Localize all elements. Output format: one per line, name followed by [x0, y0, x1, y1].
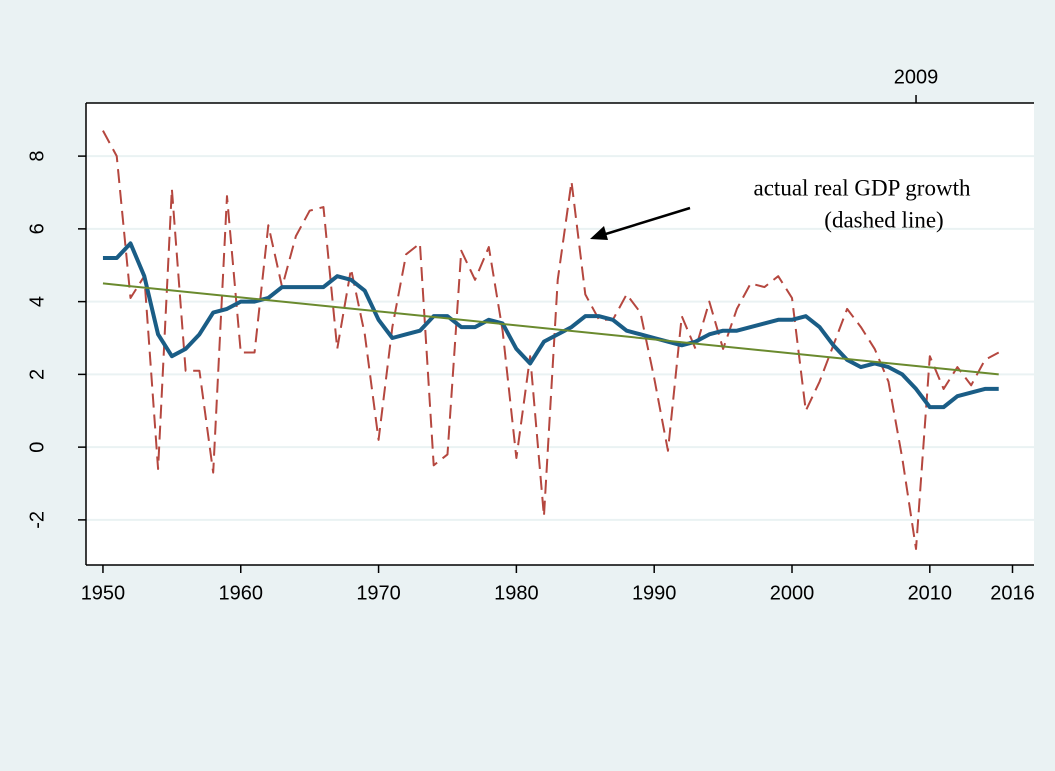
x-tick-label: 1960: [219, 582, 264, 604]
y-tick-label: -2: [26, 511, 48, 529]
annotation-arrowhead: [590, 226, 608, 240]
annotation: (dashed line): [824, 207, 943, 232]
x-tick-label: 2010: [908, 582, 953, 604]
x-tick-label: 1980: [494, 582, 539, 604]
y-tick-label: 8: [26, 151, 48, 162]
series-line: [102, 241, 999, 410]
annotation-arrow: [595, 206, 691, 239]
grid: [86, 155, 1034, 521]
x2-tick-label: 2009: [894, 66, 939, 88]
annotation: actual real GDP growth: [754, 175, 971, 200]
series-line: [102, 282, 999, 376]
lines: [102, 130, 1000, 550]
x-tick-label: 2016: [990, 582, 1035, 604]
y-tick-label: 6: [26, 223, 48, 234]
x-tick-label: 1970: [356, 582, 401, 604]
x-tick-label: 1950: [81, 582, 126, 604]
x-tick-label: 2000: [770, 582, 815, 604]
x-tick-label: 1990: [632, 582, 677, 604]
y-tick-label: 2: [26, 369, 48, 380]
y-tick-label: 4: [26, 296, 48, 307]
y-tick-label: 0: [26, 442, 48, 453]
series-line: [102, 130, 1000, 550]
